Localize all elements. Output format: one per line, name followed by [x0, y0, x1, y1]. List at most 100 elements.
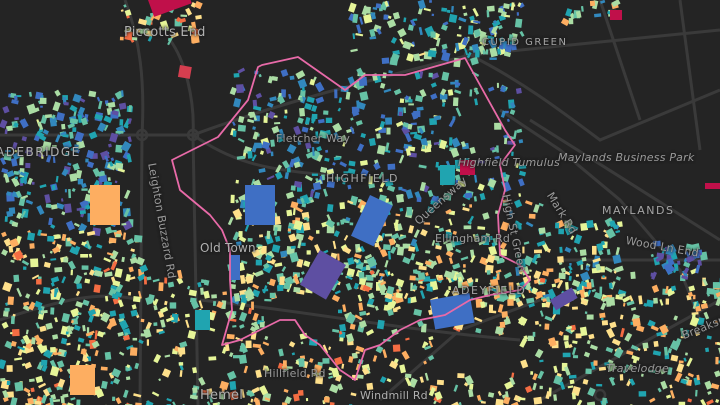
building — [115, 162, 124, 171]
building — [431, 239, 436, 246]
building — [230, 194, 235, 204]
building — [511, 151, 514, 156]
building — [347, 168, 356, 175]
building — [175, 16, 181, 23]
building — [334, 89, 338, 99]
building — [349, 222, 354, 226]
building — [129, 347, 138, 356]
building — [49, 250, 53, 254]
building — [95, 388, 105, 399]
building — [380, 114, 386, 119]
building — [52, 101, 61, 112]
building — [243, 209, 246, 213]
building — [35, 322, 40, 329]
building — [418, 265, 427, 271]
building — [506, 118, 510, 123]
building — [509, 109, 516, 115]
building — [70, 269, 74, 276]
building — [280, 250, 288, 258]
building — [233, 97, 242, 108]
building — [96, 330, 105, 338]
building — [96, 243, 103, 249]
building — [347, 184, 352, 190]
building — [516, 12, 519, 16]
building — [309, 126, 314, 131]
building — [108, 317, 117, 327]
building — [509, 101, 516, 109]
building — [531, 254, 539, 264]
building — [442, 239, 451, 245]
building — [397, 27, 407, 38]
building — [520, 292, 526, 299]
building — [404, 132, 412, 143]
building — [16, 287, 23, 297]
building — [384, 259, 389, 268]
building — [36, 279, 42, 285]
building — [61, 233, 67, 242]
building — [496, 82, 499, 88]
building — [1, 231, 7, 238]
building — [238, 230, 243, 238]
building — [70, 147, 74, 151]
building — [109, 132, 119, 143]
building — [97, 100, 103, 110]
building — [372, 7, 378, 11]
building — [399, 38, 405, 45]
building — [516, 254, 520, 258]
building — [419, 88, 427, 98]
building — [384, 180, 394, 187]
building — [136, 28, 141, 33]
building — [34, 400, 42, 405]
building — [22, 301, 30, 307]
building — [8, 245, 14, 253]
building — [252, 126, 256, 130]
building — [418, 127, 424, 135]
building — [306, 373, 311, 379]
building — [514, 221, 523, 229]
building — [419, 58, 424, 62]
building — [448, 218, 453, 226]
building — [419, 181, 427, 192]
building — [112, 396, 116, 402]
building — [237, 137, 245, 143]
building — [396, 246, 405, 256]
building — [57, 378, 66, 388]
building — [558, 272, 566, 280]
building — [3, 153, 12, 161]
building — [305, 151, 315, 159]
building — [484, 235, 493, 241]
building — [273, 216, 281, 226]
building — [10, 157, 18, 167]
building — [247, 237, 253, 242]
building — [6, 391, 14, 398]
building — [359, 159, 368, 166]
building — [455, 42, 460, 52]
building — [289, 252, 300, 263]
building — [6, 125, 13, 132]
building — [271, 125, 280, 134]
building — [263, 262, 270, 270]
building — [19, 171, 27, 177]
building — [410, 253, 416, 261]
building — [347, 257, 355, 266]
building — [271, 244, 281, 253]
building — [190, 33, 200, 44]
building — [40, 359, 48, 366]
building — [535, 290, 543, 298]
building — [534, 260, 538, 265]
building — [123, 4, 127, 8]
building — [403, 107, 407, 114]
building — [4, 307, 10, 312]
building — [235, 179, 239, 184]
building — [121, 256, 125, 263]
building — [381, 57, 390, 65]
building — [496, 145, 499, 153]
building — [405, 189, 414, 200]
building — [75, 290, 81, 297]
building — [371, 273, 377, 278]
building — [313, 140, 320, 144]
building — [269, 292, 276, 299]
building — [383, 88, 392, 93]
building — [96, 96, 101, 102]
